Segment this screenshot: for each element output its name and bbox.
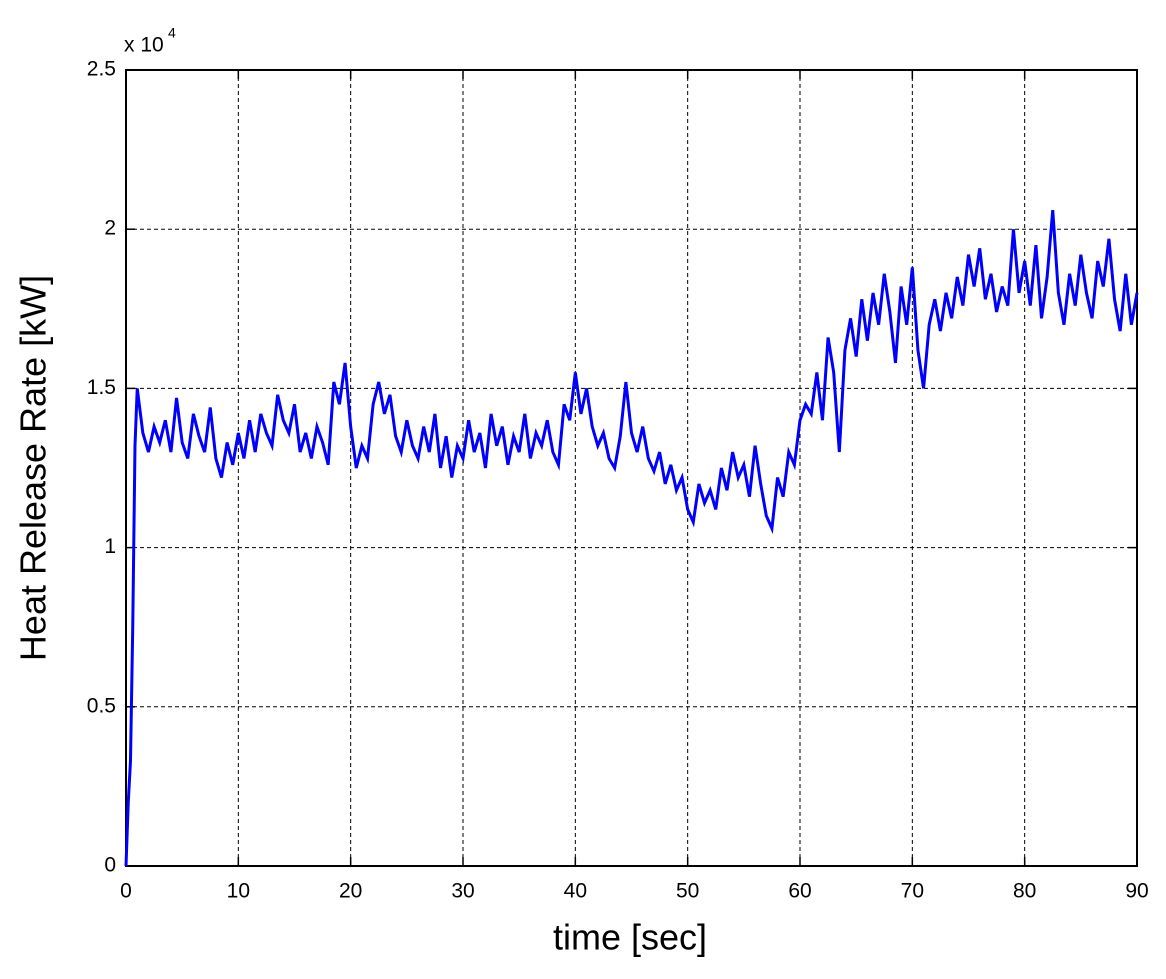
x-tick-label: 20 bbox=[339, 880, 362, 903]
x-tick-label: 70 bbox=[901, 880, 924, 903]
x-tick-label: 30 bbox=[451, 880, 474, 903]
y-tick-label: 2.5 bbox=[87, 58, 116, 81]
x-axis-label: time [sec] bbox=[553, 917, 707, 958]
x-tick-label: 10 bbox=[227, 880, 250, 903]
data-line bbox=[124, 209, 1139, 867]
y-axis-label: Heat Release Rate [kW] bbox=[13, 275, 54, 661]
y-tick-label: 1.5 bbox=[87, 376, 116, 399]
x-tick-label: 60 bbox=[788, 880, 811, 903]
y-tick-label: 1 bbox=[104, 535, 116, 558]
x-tick-label: 50 bbox=[676, 880, 699, 903]
y-tick-label: 2 bbox=[104, 217, 116, 240]
y-multiplier-exponent: 4 bbox=[168, 25, 176, 41]
x-tick-label: 40 bbox=[564, 880, 587, 903]
y-tick-label: 0.5 bbox=[87, 694, 116, 717]
y-multiplier: x 10 bbox=[124, 34, 164, 57]
y-tick-label: 0 bbox=[104, 854, 116, 877]
plot-frame bbox=[125, 69, 1138, 867]
x-tick-label: 0 bbox=[120, 880, 132, 903]
x-tick-label: 80 bbox=[1013, 880, 1036, 903]
x-tick-label: 90 bbox=[1125, 880, 1148, 903]
